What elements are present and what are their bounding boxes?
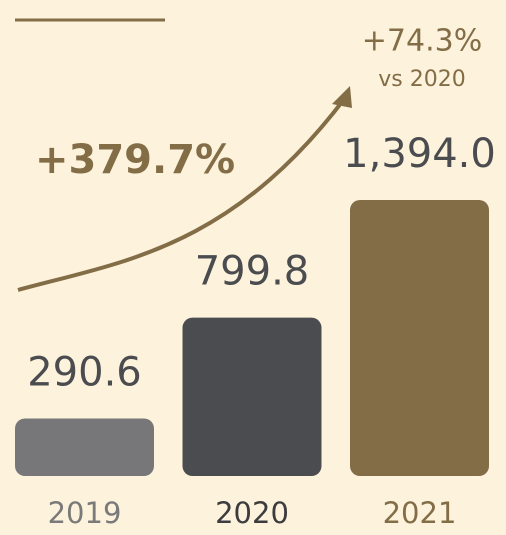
value-label: 799.8 [195,249,310,295]
arrow-head [332,86,352,108]
bar [350,200,489,476]
category-label: 2019 [48,496,122,530]
bar [15,418,154,476]
value-label: 290.6 [27,349,142,395]
growth-total: +379.7% [35,137,235,183]
growth-arrow [17,96,347,292]
bar [182,317,322,476]
category-label: 2020 [215,496,289,530]
growth-yoy-note: vs 2020 [378,67,465,92]
value-label: 1,394.0 [343,131,496,177]
category-label: 2021 [383,496,457,530]
growth-yoy: +74.3% [362,24,482,59]
